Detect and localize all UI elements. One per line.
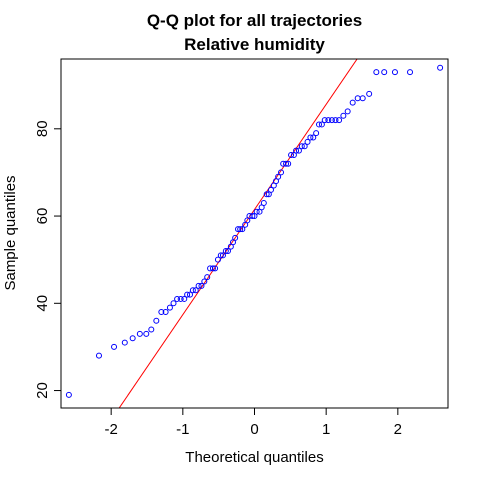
data-point bbox=[253, 208, 260, 215]
data-point bbox=[148, 326, 155, 333]
data-point bbox=[232, 234, 239, 241]
data-point bbox=[187, 291, 193, 298]
data-point bbox=[336, 117, 343, 124]
data-point bbox=[275, 173, 282, 180]
data-point bbox=[437, 64, 444, 71]
data-point bbox=[181, 295, 188, 302]
data-point bbox=[184, 291, 191, 298]
data-point bbox=[249, 213, 256, 220]
plot-frame bbox=[60, 58, 449, 409]
data-point bbox=[381, 69, 388, 76]
data-point bbox=[214, 256, 221, 263]
data-point bbox=[222, 247, 229, 254]
data-point bbox=[129, 335, 136, 342]
data-point bbox=[198, 282, 205, 289]
data-point bbox=[195, 282, 202, 289]
data-point bbox=[295, 147, 302, 154]
x-tick-label: 1 bbox=[322, 421, 330, 438]
data-point bbox=[328, 117, 335, 124]
data-point bbox=[340, 112, 347, 119]
data-point bbox=[174, 295, 181, 302]
data-point bbox=[170, 300, 177, 307]
data-point bbox=[189, 287, 196, 294]
data-point bbox=[349, 99, 356, 106]
data-point bbox=[304, 138, 311, 145]
data-point bbox=[65, 391, 72, 398]
plot-area: -2 -1 0 1 2 20 40 60 80 bbox=[34, 58, 449, 438]
x-tick-label: 2 bbox=[394, 421, 402, 438]
data-point bbox=[239, 226, 246, 233]
data-point bbox=[316, 121, 322, 128]
data-point bbox=[217, 252, 224, 259]
data-point bbox=[260, 199, 267, 206]
data-point bbox=[313, 130, 320, 137]
data-point bbox=[283, 160, 290, 167]
x-tick-label: -1 bbox=[176, 421, 189, 438]
data-point bbox=[158, 309, 165, 316]
data-point bbox=[136, 330, 143, 337]
data-point bbox=[192, 287, 199, 294]
qq-reference-line bbox=[118, 59, 358, 408]
data-point bbox=[166, 304, 173, 311]
y-tick-label: 40 bbox=[34, 295, 51, 312]
data-point bbox=[373, 69, 380, 76]
data-point bbox=[204, 274, 211, 281]
data-point bbox=[310, 134, 317, 141]
data-point bbox=[153, 317, 160, 324]
data-point bbox=[321, 117, 328, 124]
data-point bbox=[267, 186, 274, 193]
x-tick-label: 0 bbox=[250, 421, 258, 438]
data-point bbox=[301, 143, 308, 150]
x-tick-label: -2 bbox=[104, 421, 117, 438]
y-axis-label: Sample quantiles bbox=[2, 175, 19, 290]
chart-title: Q-Q plot for all trajectories bbox=[147, 11, 362, 30]
data-point bbox=[288, 151, 295, 158]
data-point bbox=[278, 169, 285, 176]
data-point bbox=[366, 90, 373, 97]
data-point bbox=[177, 295, 184, 302]
data-point bbox=[263, 191, 270, 198]
data-point bbox=[325, 117, 332, 124]
data-point bbox=[354, 95, 361, 102]
y-tick-label: 20 bbox=[34, 382, 51, 399]
data-point bbox=[219, 252, 226, 259]
data-point bbox=[143, 330, 150, 337]
data-point bbox=[293, 147, 300, 154]
data-point bbox=[111, 343, 118, 350]
data-point bbox=[212, 265, 219, 272]
data-point bbox=[359, 95, 366, 102]
data-point bbox=[201, 278, 208, 285]
data-point bbox=[224, 247, 231, 254]
y-tick-label: 80 bbox=[34, 120, 51, 137]
data-point bbox=[285, 160, 292, 167]
data-point bbox=[344, 108, 351, 115]
data-point bbox=[307, 134, 314, 141]
data-point bbox=[237, 226, 244, 233]
data-point bbox=[407, 69, 414, 76]
data-point bbox=[235, 226, 242, 233]
data-point bbox=[162, 309, 169, 316]
chart-subtitle: Relative humidity bbox=[184, 35, 325, 54]
x-axis-label: Theoretical quantiles bbox=[185, 449, 323, 466]
data-point bbox=[209, 265, 216, 272]
data-point bbox=[391, 69, 398, 76]
data-point bbox=[318, 121, 325, 128]
data-point bbox=[332, 117, 339, 124]
data-point bbox=[121, 339, 128, 346]
data-point bbox=[298, 143, 305, 150]
y-tick-label: 60 bbox=[34, 208, 51, 225]
data-point bbox=[95, 352, 102, 359]
